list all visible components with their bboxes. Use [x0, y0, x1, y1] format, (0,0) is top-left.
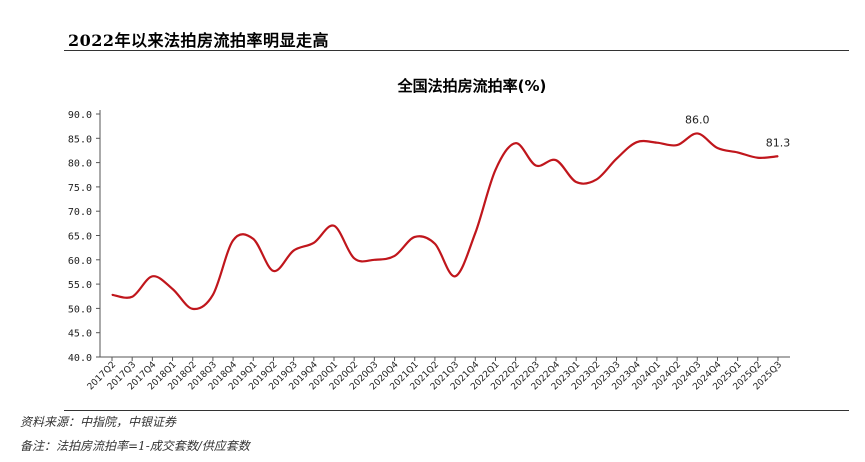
series-line [111, 132, 779, 311]
y-tick-label: 80.0 [68, 159, 92, 170]
data-point [212, 294, 214, 296]
data-point [474, 232, 476, 234]
data-point [515, 142, 517, 144]
data-point [454, 275, 456, 277]
formula-note: 备注：法拍房流拍率=1-成交套数/供应套数 [20, 439, 250, 453]
data-point [192, 308, 194, 310]
data-label: 81.3 [766, 136, 791, 149]
y-tick-label: 90.0 [68, 110, 92, 121]
data-point [272, 270, 275, 272]
y-tick-label: 75.0 [68, 183, 92, 194]
y-tick-label: 40.0 [68, 353, 92, 364]
data-point [232, 239, 234, 241]
data-point [252, 238, 254, 240]
data-point [111, 294, 113, 296]
data-point [615, 158, 618, 160]
data-point [636, 141, 638, 143]
data-point [777, 155, 779, 157]
data-point [696, 132, 698, 135]
data-point [293, 249, 295, 252]
data-point [434, 243, 436, 245]
data-point [716, 147, 719, 149]
data-labels: 86.0 81.3 [685, 113, 790, 149]
data-point [151, 275, 153, 277]
data-point [494, 169, 497, 171]
data-point [373, 259, 375, 261]
y-tick-label: 45.0 [68, 329, 92, 340]
y-tick-label: 65.0 [68, 232, 92, 243]
data-point [131, 296, 133, 298]
y-axis: 40.0 45.0 50.0 55.0 60.0 65.0 70.0 75.0 80.0 85.0… [68, 110, 101, 364]
footer-rule [64, 410, 849, 411]
data-label: 86.0 [685, 113, 710, 126]
data-point [393, 255, 396, 257]
chart-title: 全国法拍房流拍率(%) [397, 77, 547, 95]
data-point [757, 157, 759, 159]
source-note: 资料来源：中指院，中银证券 [20, 415, 177, 429]
y-tick-label: 60.0 [68, 256, 92, 267]
data-point [535, 164, 537, 167]
x-axis: 2017Q22017Q32017Q42018Q12018Q22018Q32018… [86, 356, 790, 392]
data-point [575, 181, 577, 183]
y-tick-label: 55.0 [68, 280, 92, 291]
data-point [737, 151, 739, 153]
series-path [111, 132, 779, 311]
data-point [676, 144, 678, 146]
data-point [414, 236, 416, 238]
y-tick-label: 50.0 [68, 304, 92, 315]
title-rule [64, 50, 849, 51]
data-point [555, 159, 557, 161]
y-tick-label: 85.0 [68, 134, 92, 145]
data-point [353, 257, 355, 259]
data-point [595, 179, 597, 181]
data-point [656, 142, 658, 144]
data-point [333, 225, 335, 227]
page-title: 2022年以来法拍房流拍率明显走高 [68, 31, 330, 50]
data-point [313, 242, 315, 244]
data-point [171, 288, 174, 290]
y-tick-label: 70.0 [68, 207, 92, 218]
